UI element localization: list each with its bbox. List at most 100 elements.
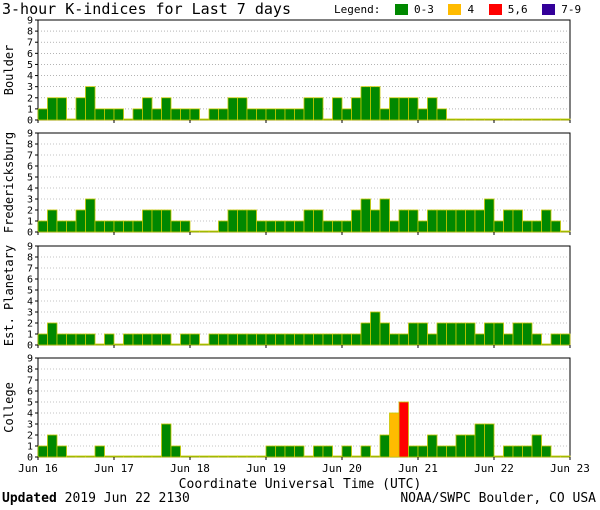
kp-bar (436, 108, 447, 121)
kp-bar (66, 455, 77, 458)
credit-line: NOAA/SWPC Boulder, CO USA (400, 491, 596, 506)
kp-bar (541, 445, 552, 458)
kp-bar (379, 434, 390, 458)
y-tick-label: 5 (27, 173, 33, 184)
kp-bar (113, 343, 124, 346)
kp-bar (493, 322, 504, 346)
kp-bar (484, 322, 495, 346)
y-tick-label: 2 (27, 93, 33, 104)
kp-bar (351, 455, 362, 458)
kp-bar (227, 455, 238, 458)
kp-bar (180, 333, 191, 346)
kp-bar (47, 434, 58, 458)
kp-bar (550, 220, 561, 233)
kp-bar (465, 322, 476, 346)
legend-item-5-6: 5,6 (488, 3, 528, 16)
y-tick-label: 3 (27, 195, 33, 206)
kp-bar (161, 97, 172, 121)
y-tick-label: 1 (27, 104, 33, 115)
kp-bar (94, 343, 105, 346)
kp-bar (284, 108, 295, 121)
y-tick-label: 4 (27, 71, 33, 82)
kp-bar (56, 97, 67, 121)
updated-label: Updated (2, 491, 57, 506)
y-tick-label: 8 (27, 253, 33, 264)
legend-item-label: 7-9 (561, 3, 582, 16)
y-tick-label: 0 (27, 116, 33, 127)
kp-bar (503, 118, 514, 121)
kp-bar (531, 333, 542, 346)
kp-bar (237, 333, 248, 346)
y-tick-label: 9 (27, 242, 33, 253)
kp-bar (227, 209, 238, 233)
x-tick-label: Jun 18 (170, 462, 210, 475)
kp-bar (408, 97, 419, 121)
kp-bar (113, 455, 124, 458)
kp-bar (398, 401, 409, 458)
kp-bar (313, 333, 324, 346)
x-tick-label: Jun 20 (322, 462, 362, 475)
kp-bar (142, 333, 153, 346)
y-tick-label: 4 (27, 409, 33, 420)
kp-bar (132, 333, 143, 346)
kp-bar (455, 118, 466, 121)
kp-bar (303, 97, 314, 121)
kp-bar (522, 118, 533, 121)
kp-bar (512, 209, 523, 233)
kp-bar (104, 333, 115, 346)
y-tick-label: 9 (27, 354, 33, 365)
x-tick-label: Jun 16 (18, 462, 58, 475)
kp-bar (246, 333, 257, 346)
kp-bar (550, 455, 561, 458)
kp-bar (360, 198, 371, 233)
kp-bar (199, 118, 210, 121)
kp-bar (370, 455, 381, 458)
kp-bar (341, 108, 352, 121)
kp-bar (560, 230, 571, 233)
kp-bar (398, 209, 409, 233)
kp-bar (541, 118, 552, 121)
kp-bar (503, 209, 514, 233)
kp-bar (484, 198, 495, 233)
kp-bar (389, 333, 400, 346)
kp-bar (455, 322, 466, 346)
kp-bar (351, 333, 362, 346)
kp-bar (455, 209, 466, 233)
station-label-est-planetary: Est. Planetary (2, 245, 16, 346)
kp-bar (474, 423, 485, 458)
kp-bar (560, 118, 571, 121)
legend: Legend: 0-3 4 5,6 7-9 (334, 3, 581, 16)
kp-bar (493, 455, 504, 458)
kp-bar (417, 445, 428, 458)
kp-bar (541, 209, 552, 233)
kp-bar (427, 97, 438, 121)
y-tick-label: 2 (27, 431, 33, 442)
kp-bar (322, 333, 333, 346)
kp-bar (351, 209, 362, 233)
kp-bar (313, 209, 324, 233)
kp-bar (265, 108, 276, 121)
kp-bar (218, 333, 229, 346)
y-tick-label: 4 (27, 184, 33, 195)
kp-bar (284, 445, 295, 458)
y-tick-label: 0 (27, 228, 33, 239)
kp-bar (531, 220, 542, 233)
kp-bar (189, 333, 200, 346)
kp-bar (142, 455, 153, 458)
kp-bar (113, 108, 124, 121)
y-tick-label: 3 (27, 420, 33, 431)
legend-label: Legend: (334, 3, 381, 16)
kp-bar (531, 434, 542, 458)
kp-bar (560, 455, 571, 458)
kp-bar (503, 333, 514, 346)
legend-item-4: 4 (448, 3, 474, 16)
kp-bar (284, 333, 295, 346)
kp-bar (389, 97, 400, 121)
x-tick-label: Jun 19 (246, 462, 286, 475)
station-label-boulder: Boulder (2, 45, 16, 96)
kp-bar (332, 333, 343, 346)
kp-bar (455, 434, 466, 458)
kp-bar (322, 445, 333, 458)
kp-bar (522, 445, 533, 458)
y-tick-label: 0 (27, 341, 33, 352)
